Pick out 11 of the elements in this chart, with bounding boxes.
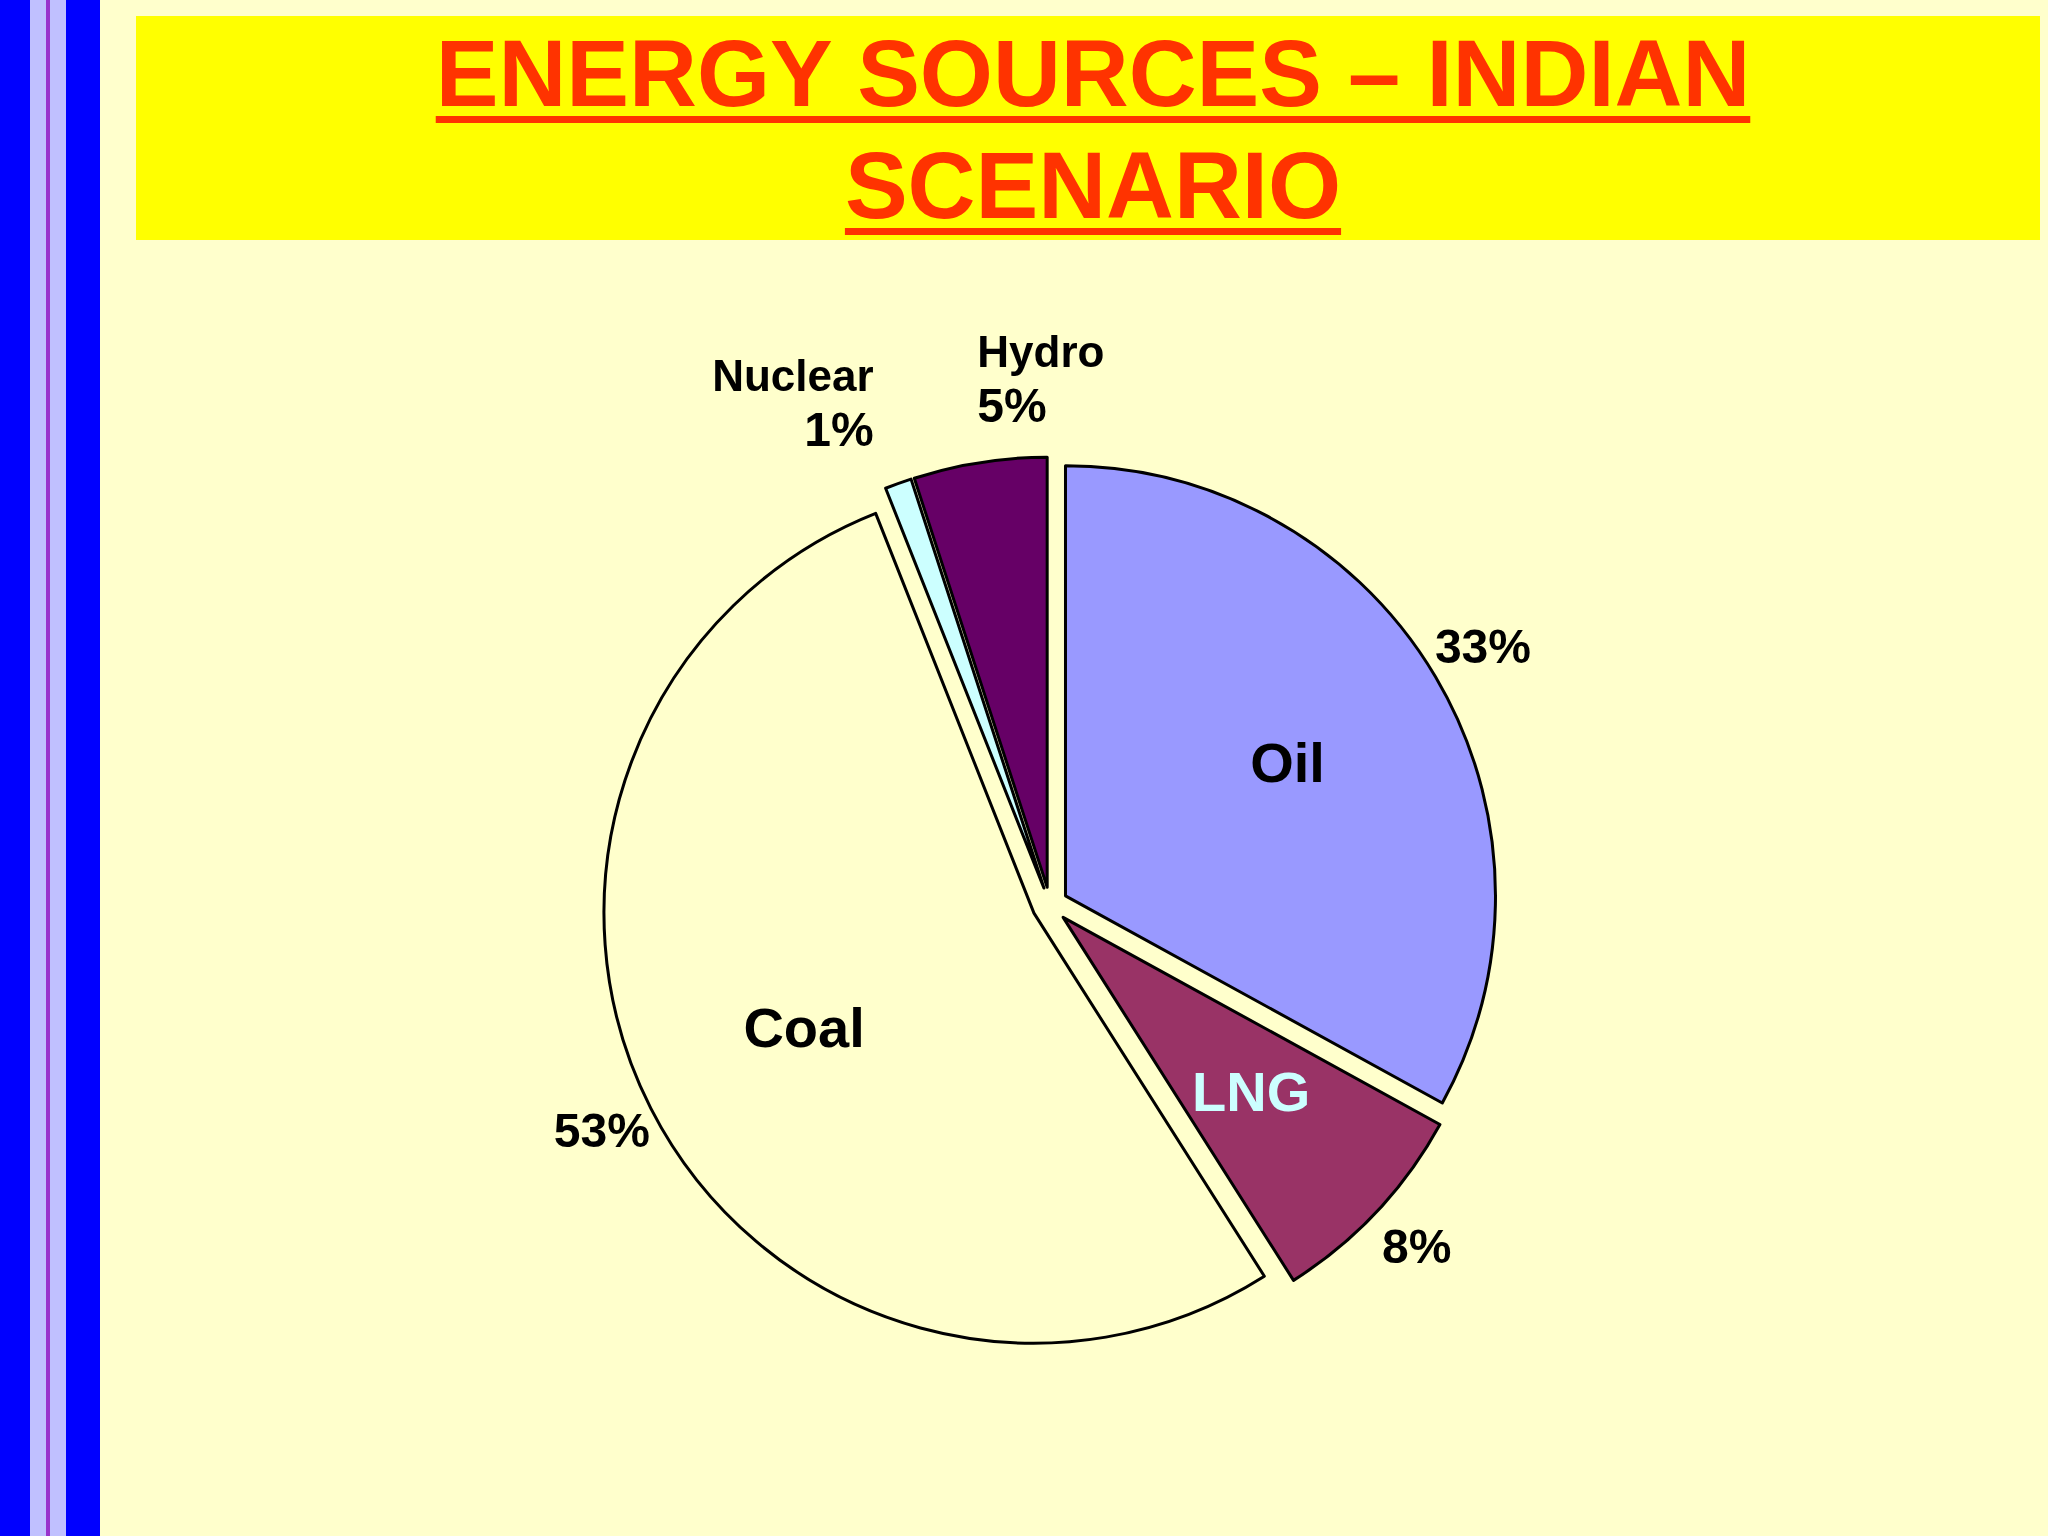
data-label: 53%: [553, 1104, 650, 1158]
chart-title: ENERGY SOURCES – INDIAN SCENARIO: [434, 20, 1752, 240]
slice-label: Coal: [743, 996, 865, 1060]
data-label: 8%: [1381, 1220, 1452, 1274]
data-label: 1%: [804, 402, 874, 456]
slice-label: Hydro: [977, 327, 1105, 377]
data-label: 5%: [977, 379, 1047, 433]
slice-label: LNG: [1192, 1059, 1311, 1123]
slice-label: Oil: [1250, 730, 1325, 794]
slice-label: Nuclear: [712, 350, 874, 400]
data-label: 33%: [1434, 619, 1531, 673]
